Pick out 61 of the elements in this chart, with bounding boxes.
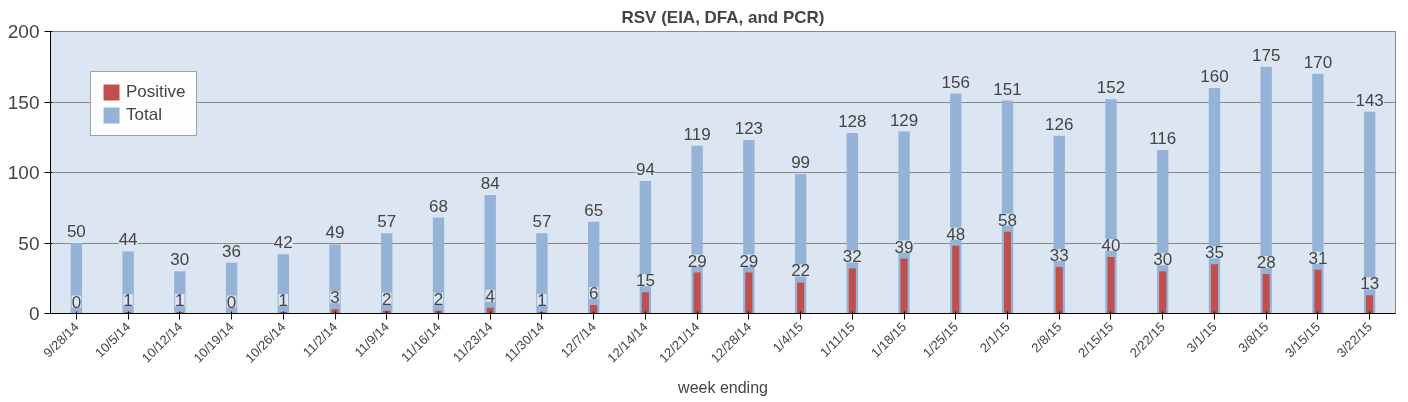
- data-label: 129: [889, 110, 919, 130]
- data-label: 22: [791, 261, 811, 281]
- data-label: 50: [66, 222, 86, 241]
- data-label: 1: [175, 291, 185, 311]
- data-label: 152: [1096, 78, 1126, 98]
- data-label: 57: [377, 212, 397, 232]
- data-label: 36: [222, 241, 242, 261]
- data-label: 151: [993, 79, 1022, 99]
- data-label: 116: [1149, 128, 1177, 148]
- data-label: 3: [330, 288, 340, 308]
- chart-title: RSV (EIA, DFA, and PCR): [621, 7, 825, 27]
- data-label: 65: [584, 200, 604, 220]
- data-label: 175: [1251, 45, 1281, 65]
- data-label: 94: [635, 159, 655, 179]
- data-label: 30: [170, 250, 190, 270]
- data-label: 57: [532, 212, 552, 232]
- data-label: 39: [894, 237, 914, 257]
- y-tick-label: 0: [28, 303, 40, 324]
- data-label: 0: [71, 292, 82, 312]
- legend-label: Positive: [126, 82, 186, 102]
- data-label: 29: [687, 251, 707, 271]
- data-label: 58: [998, 210, 1017, 230]
- data-label: 1: [278, 291, 289, 311]
- data-label: 33: [1049, 245, 1069, 265]
- data-label: 35: [1204, 243, 1224, 263]
- data-label: 6: [588, 284, 599, 304]
- data-label: 44: [118, 230, 138, 250]
- data-label: 2: [382, 289, 392, 309]
- data-label: 40: [1101, 236, 1121, 256]
- y-tick-label: 200: [7, 21, 40, 42]
- y-tick-label: 100: [7, 162, 40, 183]
- data-label: 4: [485, 286, 495, 306]
- data-label: 68: [429, 196, 448, 216]
- data-label: 32: [842, 247, 862, 267]
- data-label: 49: [325, 223, 345, 243]
- data-label: 156: [941, 72, 970, 92]
- data-label: 1: [537, 291, 547, 311]
- data-label: 28: [1256, 253, 1276, 273]
- data-label: 84: [480, 174, 500, 194]
- data-label: 99: [791, 152, 811, 172]
- data-label: 29: [739, 251, 759, 271]
- data-label: 48: [946, 224, 966, 244]
- data-label: 119: [683, 124, 711, 144]
- legend-label: Total: [126, 105, 162, 125]
- data-label: 1: [123, 291, 133, 311]
- data-label: 128: [838, 112, 867, 132]
- data-label: 170: [1303, 52, 1333, 72]
- data-label: 31: [1308, 248, 1328, 268]
- y-tick-label: 50: [18, 232, 40, 254]
- data-label: 30: [1153, 250, 1173, 270]
- data-label: 126: [1045, 114, 1074, 134]
- x-axis-title: week ending: [677, 378, 768, 396]
- data-label: 160: [1200, 66, 1229, 86]
- data-label: 13: [1360, 274, 1380, 294]
- data-label: 42: [273, 233, 293, 253]
- data-label: 2: [433, 289, 444, 309]
- data-label: 15: [635, 271, 655, 291]
- y-tick-label: 150: [7, 91, 40, 113]
- data-label: 0: [226, 292, 237, 312]
- data-label: 123: [734, 119, 764, 139]
- data-label: 143: [1355, 90, 1384, 110]
